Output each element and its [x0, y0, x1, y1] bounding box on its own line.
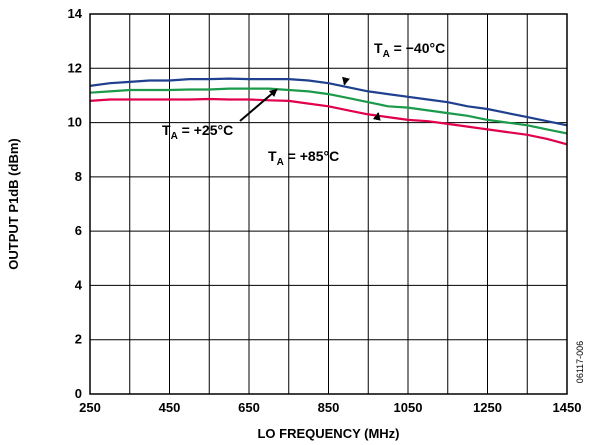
x-tick-label: 1250 — [473, 400, 502, 415]
x-tick-label: 1050 — [394, 400, 423, 415]
annotation-label: TA = +85°C — [268, 148, 339, 168]
plot-frame — [89, 13, 568, 395]
y-axis-label: OUTPUT P1dB (dBm) — [6, 138, 21, 269]
annotation-arrow — [342, 76, 350, 86]
x-axis-label: LO FREQUENCY (MHz) — [257, 426, 399, 441]
grid — [90, 14, 567, 394]
y-tick-label: 10 — [68, 115, 82, 130]
y-tick-label: 4 — [75, 277, 83, 292]
y-tick-label: 2 — [75, 332, 82, 347]
x-tick-label: 450 — [159, 400, 181, 415]
y-tick-label: 14 — [68, 6, 83, 21]
y-tick-label: 8 — [75, 169, 82, 184]
series-line-2 — [89, 87, 568, 135]
series-lines — [89, 77, 568, 146]
annotations: TA = −40°C TA = +25°C TA = +85°C — [162, 40, 445, 168]
x-tick-label: 1450 — [553, 400, 582, 415]
x-tick-label: 850 — [318, 400, 340, 415]
x-tick-label: 250 — [79, 400, 101, 415]
series-line-1 — [89, 77, 568, 127]
series-line-3 — [89, 97, 568, 146]
annotation-label: TA = +25°C — [162, 122, 233, 142]
tick-labels: 250 450 650 850 1050 1250 1450 0 2 4 6 8 10 12 14 — [68, 6, 582, 415]
x-tick-label: 650 — [238, 400, 260, 415]
annotation-arrow — [239, 88, 278, 122]
y-tick-label: 6 — [75, 223, 82, 238]
y-tick-label: 12 — [68, 60, 82, 75]
figure-id: 06117-006 — [575, 341, 585, 383]
annotation-label: TA = −40°C — [374, 40, 445, 60]
y-tick-label: 0 — [75, 386, 82, 401]
